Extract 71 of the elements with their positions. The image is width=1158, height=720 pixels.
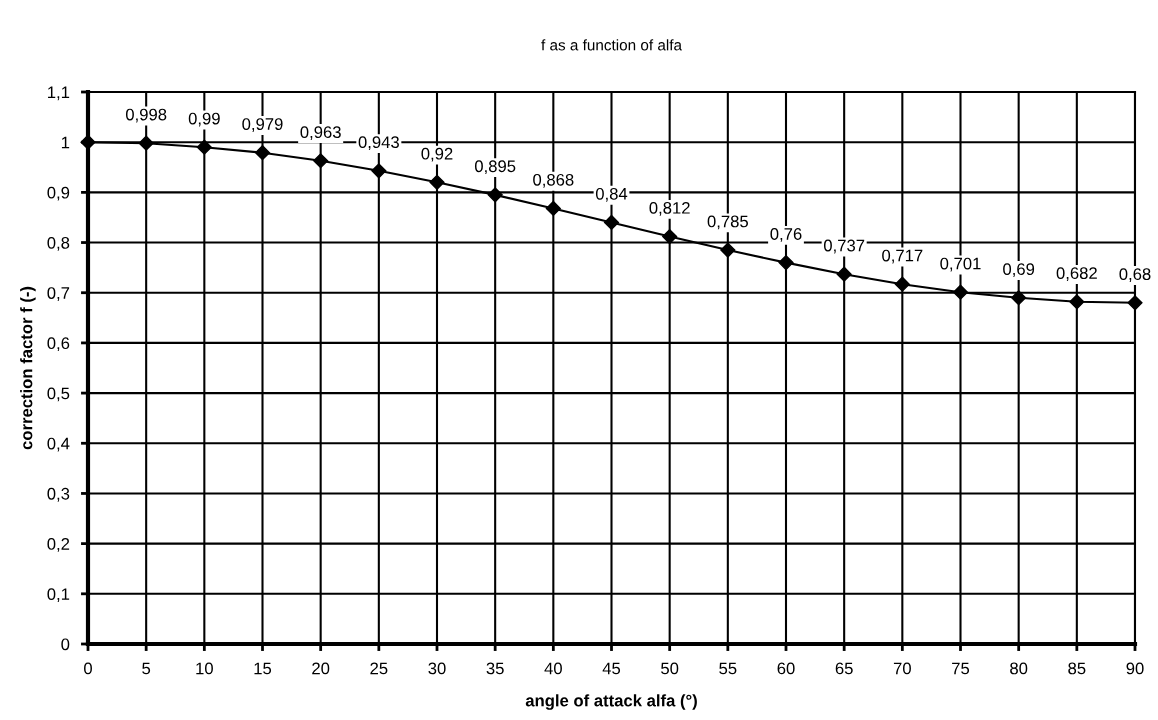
- point: [662, 228, 678, 245]
- point: [1011, 290, 1027, 306]
- point: [778, 255, 794, 271]
- data-label: 0,69: [1003, 263, 1035, 277]
- chart-title: f as a function of alfa: [541, 39, 682, 51]
- x-tick-label: 40: [544, 662, 562, 675]
- x-tick-label: 65: [835, 662, 853, 675]
- point: [952, 284, 969, 300]
- point: [836, 266, 852, 282]
- data-label: 0,979: [242, 118, 283, 132]
- y-tick-label: 0,6: [47, 337, 70, 352]
- data-label: 0,682: [1056, 267, 1097, 281]
- point: [603, 214, 620, 231]
- data-label: 0,68: [1119, 268, 1151, 282]
- point: [313, 153, 329, 169]
- y-tick-label: 0: [61, 638, 70, 651]
- y-tick-label: 0,8: [47, 236, 70, 251]
- data-label: 0,785: [707, 215, 748, 230]
- x-tick-label: 90: [1126, 662, 1144, 675]
- x-tick-label: 80: [1010, 662, 1028, 675]
- x-tick-label: 60: [777, 662, 795, 675]
- point: [138, 135, 154, 151]
- x-tick-label: 30: [428, 662, 446, 675]
- point: [545, 200, 561, 216]
- point: [1069, 294, 1085, 310]
- x-tick-label: 85: [1068, 662, 1086, 675]
- point: [429, 174, 445, 190]
- x-tick-label: 15: [254, 662, 272, 675]
- data-label: 0,84: [595, 187, 628, 202]
- y-tick-label: 1: [61, 136, 70, 149]
- x-tick-label: 5: [142, 662, 151, 675]
- y-tick-label: 0,9: [47, 186, 70, 201]
- y-tick-label: 0,7: [47, 287, 70, 301]
- point: [720, 242, 736, 258]
- x-tick-label: 35: [486, 662, 504, 675]
- data-label: 0,717: [882, 249, 923, 264]
- x-tick-label: 0: [84, 662, 92, 675]
- data-label: 0,943: [358, 136, 399, 151]
- point: [894, 276, 910, 292]
- data-label: 0,99: [188, 112, 220, 127]
- data-label: 0,737: [823, 239, 865, 254]
- y-tick-label: 0,3: [47, 487, 70, 502]
- data-label: 0,998: [125, 108, 167, 123]
- data-label: 0,963: [300, 126, 341, 140]
- data-label: 0,895: [474, 160, 516, 175]
- x-tick-label: 55: [719, 662, 737, 675]
- point: [196, 139, 212, 155]
- y-tick-label: 0,4: [47, 437, 70, 452]
- y-tick-label: 0,5: [47, 387, 70, 402]
- y-axis-title: correction factor f (-): [20, 286, 36, 450]
- x-tick-label: 10: [196, 662, 213, 675]
- x-tick-label: 20: [312, 662, 330, 675]
- x-axis-title: angle of attack alfa (°): [525, 694, 697, 710]
- x-tick-label: 25: [370, 662, 388, 675]
- y-tick-label: 0,2: [47, 538, 70, 552]
- point: [487, 187, 503, 203]
- data-label: 0,868: [533, 173, 574, 188]
- y-tick-label: 0,1: [47, 588, 70, 602]
- point: [371, 163, 387, 179]
- x-tick-label: 50: [661, 662, 679, 675]
- data-label: 0,701: [940, 257, 981, 272]
- point: [80, 134, 96, 150]
- point: [1127, 295, 1143, 311]
- x-tick-label: 45: [602, 662, 621, 675]
- x-tick-label: 70: [893, 662, 911, 675]
- x-tick-label: 75: [952, 662, 970, 675]
- data-label: 0,812: [649, 201, 690, 216]
- data-label: 0,92: [421, 147, 453, 162]
- point: [254, 145, 271, 161]
- data-label: 0,76: [770, 228, 802, 242]
- y-tick-label: 1,1: [48, 86, 70, 101]
